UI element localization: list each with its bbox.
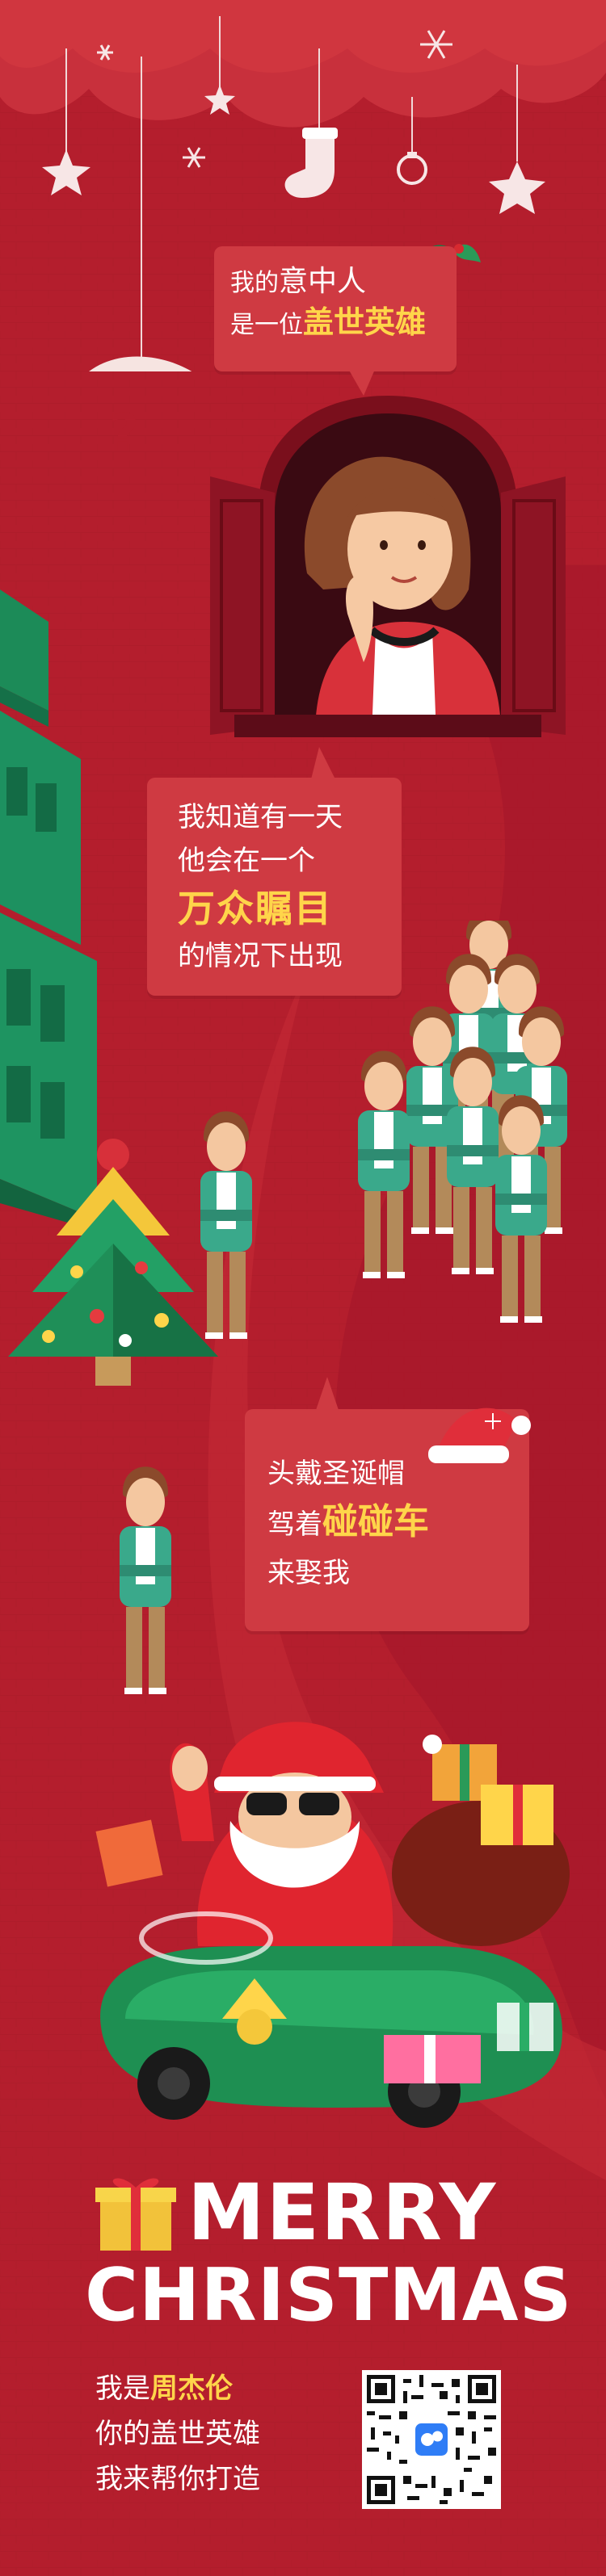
bubble3-tail — [315, 1377, 339, 1412]
santa-bumper-car — [95, 1722, 570, 2128]
christmas-tree-icon — [8, 1139, 218, 1386]
ornament-icon — [397, 152, 427, 185]
greeting-christmas: CHRISTMAS — [85, 2253, 573, 2338]
qr-code[interactable] — [362, 2370, 501, 2509]
footer-line3: 我来帮你打造 — [95, 2463, 260, 2495]
speech-bubble-1: 我的意中人 是一位盖世英雄 — [214, 246, 457, 371]
bubble2-tail — [311, 747, 335, 779]
mystery-mark: ? — [109, 404, 140, 464]
bubble3-line2: 驾着碰碰车 — [267, 1501, 429, 1542]
gift-box-icon — [95, 1744, 553, 1887]
bubble2-highlight: 万众瞩目 — [178, 887, 333, 930]
bubble2-line2: 他会在一个 — [178, 845, 315, 877]
hanging-decorations — [42, 16, 545, 371]
window-girl — [210, 396, 566, 737]
bubble3-line3: 来娶我 — [267, 1557, 350, 1589]
speech-bubble-2: 我知道有一天 他会在一个 万众瞩目 的情况下出现 — [147, 778, 402, 996]
bubble1-line2: 是一位盖世英雄 — [230, 304, 427, 340]
stocking-icon — [284, 128, 338, 198]
greeting-merry: MERRY — [187, 2167, 498, 2258]
footer-line1: 我是周杰伦 — [95, 2373, 233, 2405]
bubble1-tail — [347, 367, 376, 396]
lone-man — [120, 1466, 171, 1694]
green-building — [0, 589, 113, 1236]
crowd-of-men — [200, 921, 567, 1339]
santa-hat-icon — [428, 1408, 531, 1463]
star-icon — [42, 85, 545, 214]
footer-line2: 你的盖世英雄 — [95, 2418, 260, 2450]
speech-bubble-3: 头戴圣诞帽 驾着碰碰车 来娶我 — [245, 1409, 529, 1631]
qr-code-pattern — [367, 2375, 496, 2504]
bubble3-line1: 头戴圣诞帽 — [267, 1458, 405, 1490]
bubble2-line1: 我知道有一天 — [178, 801, 343, 833]
bubble1-line1: 我的意中人 — [230, 265, 367, 298]
bubble2-line4: 的情况下出现 — [178, 940, 343, 972]
gift-box-icon — [95, 2178, 176, 2251]
cupid-icon — [89, 356, 192, 371]
snowflake-icon — [97, 30, 452, 168]
